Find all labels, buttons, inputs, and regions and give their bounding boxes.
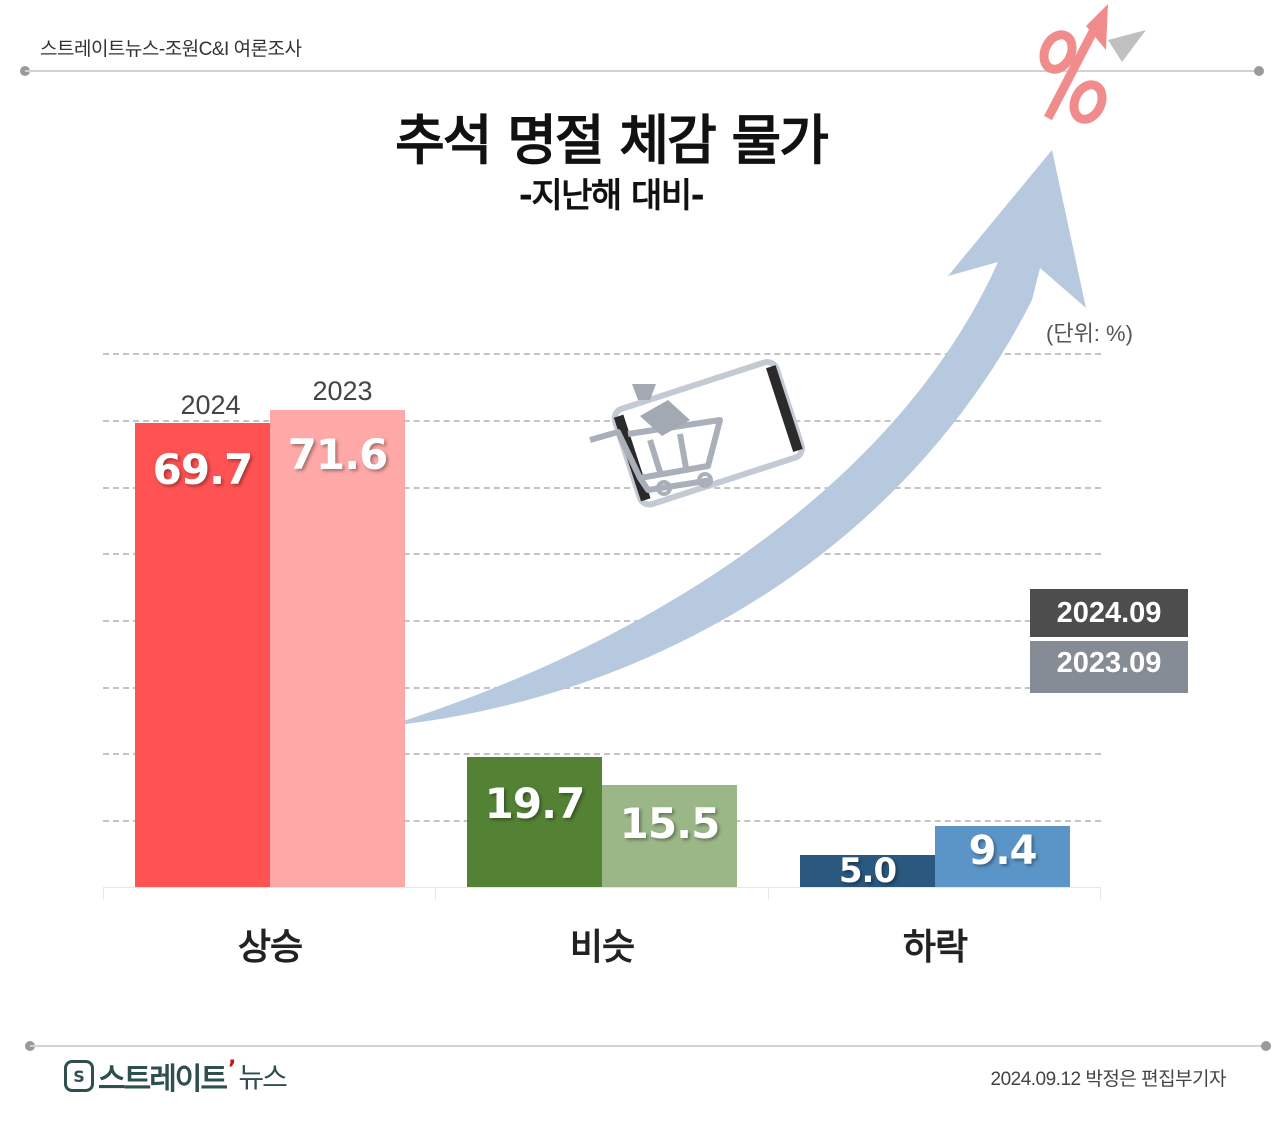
- bar-value-rise-2023: 71.6: [287, 430, 389, 479]
- bar-value-fall-2023: 9.4: [968, 828, 1038, 874]
- footer-divider: [30, 1045, 1266, 1047]
- bar-similar-2024: 19.7: [467, 757, 602, 888]
- header-divider: [25, 70, 1259, 72]
- bar-rise-2023: 71.6: [270, 410, 405, 888]
- bar-value-similar-2023: 15.5: [619, 799, 721, 848]
- unit-label: (단위: %): [1046, 321, 1133, 346]
- bar-fall-2024: 5.0: [800, 851, 935, 891]
- legend-item-2023: 2023.09: [1030, 641, 1188, 693]
- x-axis-baseline: [103, 887, 1101, 888]
- category-label-similar: 비슷: [569, 927, 635, 968]
- legend-item-2024: 2024.09: [1030, 589, 1188, 637]
- chart-subtitle: -지난해 대비-: [518, 176, 705, 216]
- publisher-logo: S 스트레이트 ʼ 뉴스: [64, 1054, 288, 1098]
- logo-accent-mark: ʼ: [228, 1056, 237, 1082]
- x-axis-tick: [435, 888, 436, 900]
- x-axis-tick: [103, 888, 104, 900]
- survey-source: 스트레이트뉴스-조원C&I 여론조사: [40, 39, 302, 60]
- bar-similar-2023: 15.5: [602, 785, 737, 888]
- bar-value-fall-2024: 5.0: [838, 851, 897, 891]
- logo-subtext: 뉴스: [238, 1061, 288, 1094]
- chart-title: 추석 명절 체감 물가: [395, 109, 829, 172]
- byline: 2024.09.12 박정은 편집부기자: [990, 1069, 1227, 1090]
- logo-mark-icon: S: [64, 1060, 94, 1092]
- bar-value-similar-2024: 19.7: [484, 779, 586, 828]
- logo-text: 스트레이트: [98, 1062, 228, 1097]
- bar-fall-2023: 9.4: [935, 826, 1070, 888]
- gridline-80: [103, 353, 1101, 355]
- x-axis-tick: [1100, 888, 1101, 900]
- year-label-2024: 2024: [180, 390, 241, 420]
- category-label-fall: 하락: [902, 927, 968, 968]
- year-label-2023: 2023: [312, 376, 373, 406]
- footer-dot-right: [1261, 1041, 1271, 1051]
- x-axis-tick: [768, 888, 769, 900]
- divider-dot-right: [1254, 66, 1264, 76]
- category-label-rise: 상승: [237, 927, 303, 968]
- bar-value-rise-2024: 69.7: [152, 445, 254, 494]
- bar-rise-2024: 69.7: [135, 423, 270, 888]
- gridline-20: [103, 753, 1101, 755]
